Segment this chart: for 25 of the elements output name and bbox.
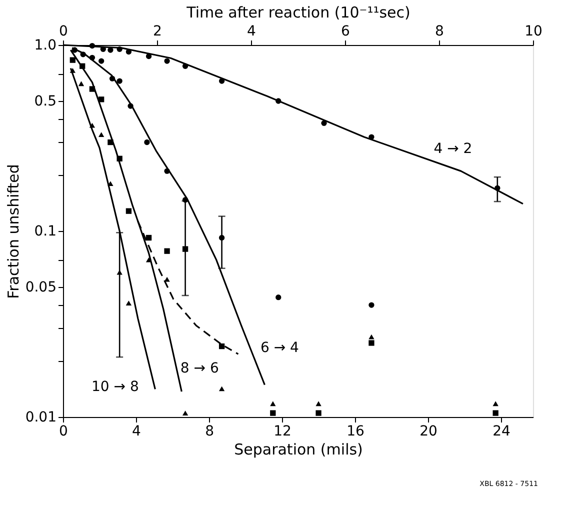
y-tick-label: 0.1 bbox=[34, 224, 56, 240]
y-tick-label: 0.05 bbox=[25, 279, 56, 296]
x-tick-label: 8 bbox=[205, 424, 214, 440]
series-label: 8 → 6 bbox=[180, 360, 219, 377]
x-axis-title: Separation (mils) bbox=[234, 440, 363, 458]
x2-tick-label: 4 bbox=[247, 24, 256, 40]
x2-tick-label: 8 bbox=[435, 24, 444, 40]
x-tick-label: 20 bbox=[420, 424, 438, 440]
series-label: 10 → 8 bbox=[91, 379, 139, 396]
x2-tick-label: 6 bbox=[341, 24, 350, 40]
x-tick-label: 4 bbox=[132, 424, 142, 440]
x-tick-label: 16 bbox=[346, 424, 365, 440]
x2-axis-title: Time after reaction (10⁻¹¹sec) bbox=[186, 4, 410, 22]
x-tick-label: 12 bbox=[274, 424, 292, 440]
x2-tick-label: 10 bbox=[524, 24, 542, 40]
x-tick-label: 0 bbox=[59, 424, 68, 440]
y-tick-label: 1.0 bbox=[34, 38, 56, 54]
series-label: 4 → 2 bbox=[434, 140, 472, 157]
x2-tick-label: 2 bbox=[153, 24, 162, 40]
x-tick-label: 24 bbox=[492, 424, 511, 440]
x2-tick-label: 0 bbox=[59, 24, 68, 40]
y-tick-label: 0.5 bbox=[34, 93, 56, 110]
series-label: 6 → 4 bbox=[260, 340, 299, 356]
y-axis-title: Fraction unshifted bbox=[4, 164, 22, 299]
y-tick-label: 0.01 bbox=[25, 410, 56, 426]
